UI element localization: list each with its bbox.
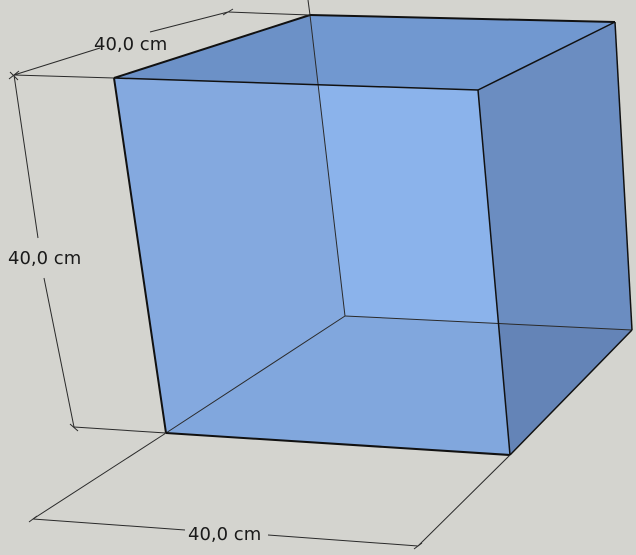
dimension-width-label: 40,0 cm [188,524,261,545]
cube-right-face [478,22,632,455]
cube-front-face [114,78,510,455]
cube-front-edges [113,14,633,456]
cube-back-left-face [114,15,345,433]
dimension-depth [8,0,311,80]
cube-top-face [114,15,615,90]
cube-back-edges [165,14,633,434]
dimension-height-label: 40,0 cm [8,248,81,269]
dimension-depth-label: 40,0 cm [94,34,167,55]
dimension-width [28,432,511,550]
dimension-height [9,71,167,434]
